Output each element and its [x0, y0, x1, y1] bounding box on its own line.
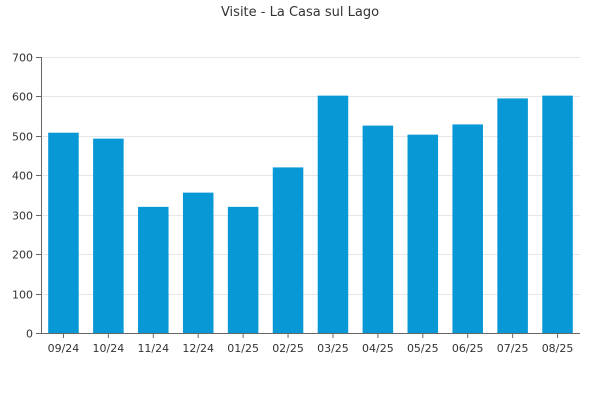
y-tick-label: 400	[12, 170, 33, 183]
chart-title: Visite - La Casa sul Lago	[221, 5, 379, 20]
x-tick-label: 08/25	[542, 342, 574, 355]
x-axis-ticks: 09/24 10/24 11/24 12/24 01/25 02/25 03/25 04/25…	[48, 333, 574, 355]
bar-series	[48, 95, 573, 334]
x-tick-label: 02/25	[272, 342, 304, 355]
bar-04-25[interactable]	[362, 125, 394, 333]
x-tick-label: 06/25	[452, 342, 484, 355]
bar-07-25[interactable]	[497, 98, 528, 334]
gridlines	[41, 57, 580, 295]
x-tick-label: 04/25	[362, 342, 394, 355]
bar-12-24[interactable]	[182, 192, 214, 333]
x-tick-label: 07/25	[497, 342, 529, 355]
x-tick-label: 09/24	[48, 342, 80, 355]
x-tick-label: 05/25	[407, 342, 439, 355]
bar-09-24[interactable]	[48, 132, 79, 333]
bar-08-25[interactable]	[542, 95, 573, 333]
x-tick-label: 03/25	[317, 342, 349, 355]
x-tick-label: 10/24	[93, 342, 125, 355]
bar-02-25[interactable]	[272, 167, 304, 333]
y-tick-label: 700	[12, 52, 33, 65]
bar-03-25[interactable]	[317, 95, 349, 333]
y-tick-label: 500	[12, 131, 33, 144]
y-tick-label: 0	[26, 328, 33, 341]
y-axis-ticks: 0 100 200 300 400 500 600 700	[12, 52, 41, 341]
x-tick-label: 01/25	[227, 342, 259, 355]
bar-06-25[interactable]	[452, 124, 483, 333]
y-tick-label: 200	[12, 249, 33, 262]
bar-05-25[interactable]	[407, 134, 439, 333]
bar-01-25[interactable]	[227, 206, 259, 333]
y-tick-label: 100	[12, 289, 33, 302]
x-tick-label: 11/24	[137, 342, 169, 355]
x-tick-label: 12/24	[182, 342, 214, 355]
y-tick-label: 600	[12, 91, 33, 104]
bar-11-24[interactable]	[138, 206, 169, 333]
y-tick-label: 300	[12, 210, 33, 223]
bar-10-24[interactable]	[93, 138, 124, 333]
